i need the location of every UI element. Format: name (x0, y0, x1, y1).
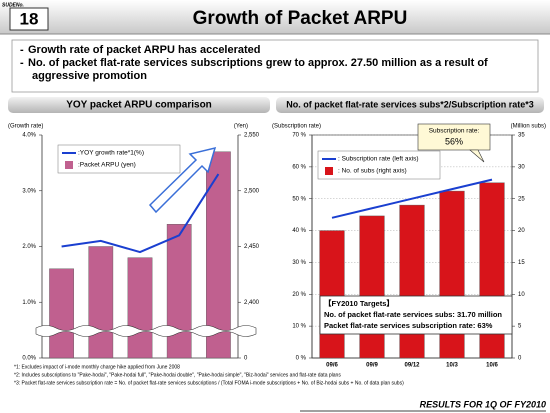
legend-box (317, 150, 441, 180)
legend-label: :YOY growth rate*1(%) (78, 150, 144, 157)
y2-tick-label: 25 (518, 196, 525, 202)
y-tick-label: 40 % (292, 228, 306, 234)
footnote: *1: Excludes impact of i-mode monthly ch… (14, 364, 180, 370)
x-tick-label: 09/12 (404, 363, 420, 369)
x-tick-label: 09/6 (326, 363, 338, 369)
y2-tick-label: 30 (518, 164, 525, 170)
targets-box (319, 295, 513, 335)
y2-tick-label: 2,400 (244, 300, 260, 306)
bar (127, 257, 153, 359)
line (61, 173, 220, 254)
y-tick-label: 3.0% (22, 188, 36, 194)
y-tick-label: 50 % (292, 196, 306, 202)
y2-tick-label: 20 (518, 228, 525, 234)
header-band (0, 0, 550, 34)
x-tick-label: 09/9 (366, 363, 378, 369)
bar (399, 204, 425, 359)
bullet: - (20, 57, 24, 69)
y-tick-label: 10 % (292, 324, 306, 330)
y2-tick-label: 5 (518, 324, 522, 330)
trend-arrow (148, 146, 217, 214)
legend-box (57, 144, 181, 174)
x-tick-label: 10/3 (446, 363, 458, 369)
panel-title: No. of packet flat-rate services subs*2/… (286, 99, 534, 109)
slide-number-box (9, 7, 49, 31)
targets-heading: 【FY2010 Targets】 (324, 298, 394, 308)
footnote: *3: Packet flat-rate services subscripti… (14, 380, 404, 386)
bullet-text: Growth rate of packet ARPU has accelerat… (28, 44, 261, 56)
legend-swatch (65, 161, 73, 169)
legend-swatch (325, 167, 333, 175)
y2-axis-label: (Yen) (234, 124, 248, 130)
footnote: *2: Includes subscriptions to "Pake-hoda… (14, 372, 341, 378)
y-tick-label: 4.0% (22, 133, 36, 139)
footer: RESULTS FOR 1Q OF FY2010 (420, 399, 546, 409)
bullet-text: No. of packet flat-rate services subscri… (28, 57, 488, 69)
x-tick-label: 10/6 (486, 363, 498, 369)
legend-label: : Subscription rate (left axis) (338, 156, 419, 163)
y2-tick-label: 2,450 (244, 244, 260, 250)
legend-label: :Packet ARPU (yen) (78, 162, 136, 169)
bar (166, 223, 192, 359)
callout-box (417, 123, 491, 151)
callout-text: Subscription rate: (429, 128, 480, 135)
y2-tick-label: 2,500 (244, 188, 260, 194)
panel-title-bar (8, 97, 270, 113)
y-tick-label: 60 % (292, 164, 306, 170)
slide-label: SUDENo. (2, 2, 24, 8)
bullet-text: aggressive promotion (32, 70, 147, 82)
panel-title-bar (276, 97, 544, 113)
y2-tick-label: 15 (518, 260, 525, 266)
slide-title: Growth of Packet ARPU (193, 8, 408, 29)
y-axis-label: (Subscription rate) (272, 124, 321, 130)
axis-break (35, 325, 257, 337)
y2-tick-label: 10 (518, 292, 525, 298)
y-tick-label: 0 % (296, 356, 307, 362)
bar (359, 215, 385, 359)
callout-value: 56% (445, 136, 463, 146)
y-tick-label: 1.0% (22, 300, 36, 306)
targets-text: No. of packet flat-rate services subs: 3… (324, 310, 502, 319)
y-tick-label: 0.0% (22, 356, 36, 362)
callout-pointer (469, 149, 485, 163)
bar (88, 246, 114, 359)
bullet: - (20, 44, 24, 56)
y2-axis-label: (Million subs) (511, 124, 546, 130)
slide-number: 18 (20, 9, 39, 28)
y2-tick-label: 35 (518, 133, 525, 139)
targets-text: Packet flat-rate services subscription r… (324, 321, 493, 330)
y-tick-label: 70 % (292, 133, 306, 139)
line (331, 178, 493, 219)
y2-tick-label: 0 (244, 356, 248, 362)
y2-tick-label: 0 (518, 356, 522, 362)
y-tick-label: 2.0% (22, 244, 36, 250)
panel-title: YOY packet ARPU comparison (66, 100, 212, 111)
bar (49, 268, 74, 359)
y2-tick-label: 2,550 (244, 133, 260, 139)
y-tick-label: 20 % (292, 292, 306, 298)
bar (319, 230, 345, 359)
legend-label: : No. of subs (right axis) (338, 168, 407, 175)
y-tick-label: 30 % (292, 260, 306, 266)
y-axis-label: (Growth rate) (8, 124, 43, 130)
bullet-box (11, 39, 539, 93)
